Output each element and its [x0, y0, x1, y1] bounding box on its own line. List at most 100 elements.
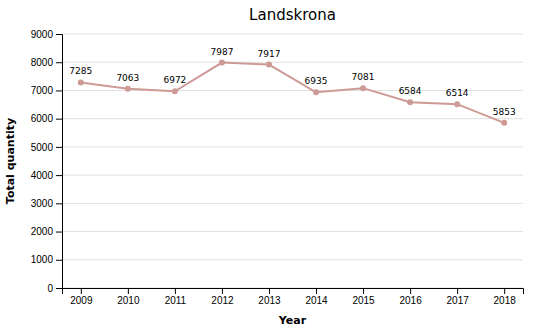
data-label: 7285 — [69, 66, 92, 76]
data-label: 6972 — [163, 75, 186, 85]
tick-label: 2010 — [117, 295, 140, 306]
point — [360, 85, 366, 91]
tick-label: 2018 — [494, 295, 517, 306]
tick: 2017 — [447, 288, 470, 306]
point — [501, 120, 507, 126]
tick-mark — [56, 232, 62, 233]
tick-label: 4000 — [31, 170, 54, 181]
point — [266, 62, 272, 68]
tick: 0 — [47, 283, 62, 294]
tick-mark — [457, 288, 458, 294]
data-label: 6935 — [305, 76, 328, 86]
tick: 7000 — [31, 85, 62, 96]
point — [313, 89, 319, 95]
grid-line — [62, 231, 523, 232]
tick-mark — [56, 62, 62, 63]
grid-line — [62, 146, 523, 147]
point — [454, 101, 460, 107]
tick-label: 2017 — [447, 295, 470, 306]
tick-label: 9000 — [31, 29, 54, 40]
data-labels: 7285 7063 6972 7987 7917 6935 7081 6584 6514 5853 — [69, 47, 515, 117]
grid — [62, 34, 523, 288]
tick: 2010 — [117, 288, 140, 306]
axis-line — [56, 35, 63, 289]
tick-mark — [56, 175, 62, 176]
grid-line — [62, 203, 523, 204]
grid-line — [62, 259, 523, 260]
tick-mark — [56, 119, 62, 120]
tick: 2009 — [70, 288, 93, 306]
grid-line — [62, 175, 523, 176]
tick-label: 2014 — [305, 295, 328, 306]
tick-label: 7000 — [31, 85, 54, 96]
tick-label: 3000 — [31, 198, 54, 209]
x-axis: 2009 2010 2011 2012 2013 2014 2015 2016 2017 2018 — [63, 288, 524, 306]
tick: 5000 — [31, 142, 62, 153]
x-axis-title: Year — [278, 314, 307, 327]
tick-label: 1000 — [31, 254, 54, 265]
plot: 2009 2010 2011 2012 2013 2014 2015 2016 2017 2018… — [31, 29, 524, 306]
y-axis-title: Total quantity — [4, 118, 17, 204]
tick-label: 2012 — [211, 295, 234, 306]
tick-label: 2011 — [165, 295, 187, 306]
y-axis: 0 1000 2000 3000 4000 5000 6000 7000 8000 9000 — [31, 29, 63, 294]
tick: 8000 — [31, 57, 62, 68]
point — [78, 79, 84, 85]
tick: 4000 — [31, 170, 62, 181]
data-label: 7081 — [352, 72, 375, 82]
point — [125, 86, 131, 92]
tick-mark — [363, 288, 364, 294]
chart: 2009 2010 2011 2012 2013 2014 2015 2016 2017 2018… — [0, 0, 541, 332]
title: Landskrona — [249, 6, 336, 24]
tick-mark — [504, 288, 505, 294]
tick-label: 2009 — [70, 295, 93, 306]
tick-mark — [56, 90, 62, 91]
tick-label: 5000 — [31, 142, 54, 153]
data-label: 6584 — [399, 86, 422, 96]
tick: 2013 — [258, 288, 281, 306]
tick-mark — [316, 288, 317, 294]
tick-mark — [128, 288, 129, 294]
data-label: 7063 — [116, 73, 139, 83]
tick-label: 6000 — [31, 113, 54, 124]
data-label: 7917 — [258, 49, 281, 59]
tick-label: 2015 — [352, 295, 375, 306]
tick: 2014 — [305, 288, 328, 306]
tick-label: 2000 — [31, 226, 54, 237]
tick: 2018 — [494, 288, 517, 306]
tick-mark — [175, 288, 176, 294]
tick: 2000 — [31, 226, 62, 237]
tick-mark — [56, 260, 62, 261]
point — [219, 60, 225, 66]
tick: 3000 — [31, 198, 62, 209]
tick-mark — [56, 288, 62, 289]
tick: 2012 — [211, 288, 234, 306]
tick: 2011 — [165, 288, 187, 306]
marks — [78, 60, 507, 126]
tick-mark — [56, 203, 62, 204]
tick: 6000 — [31, 113, 62, 124]
tick: 2016 — [399, 288, 422, 306]
grid-line — [62, 62, 523, 63]
grid-line — [62, 34, 523, 35]
point — [407, 99, 413, 105]
point — [172, 88, 178, 94]
axis-line — [63, 289, 524, 295]
data-label: 5853 — [493, 107, 516, 117]
tick: 2015 — [352, 288, 375, 306]
tick-mark — [56, 34, 62, 35]
tick-mark — [410, 288, 411, 294]
data-label: 6514 — [446, 88, 469, 98]
line — [81, 63, 504, 123]
tick-mark — [269, 288, 270, 294]
data-label: 7987 — [210, 47, 233, 57]
tick-label: 2013 — [258, 295, 281, 306]
tick-mark — [81, 288, 82, 294]
tick-label: 8000 — [31, 57, 54, 68]
tick-mark — [222, 288, 223, 294]
grid-line — [62, 118, 523, 119]
tick: 9000 — [31, 29, 62, 40]
tick: 1000 — [31, 254, 62, 265]
tick-label: 0 — [47, 283, 53, 294]
tick-label: 2016 — [399, 295, 422, 306]
